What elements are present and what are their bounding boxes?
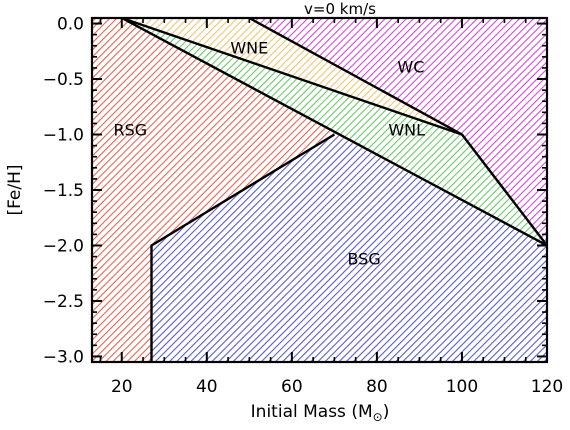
boundary-line bbox=[150, 133, 336, 362]
y-axis: 0.0 −0.5 −1.0 −1.5 −2.0 −2.5 −3.0 bbox=[43, 15, 547, 367]
sun-symbol: ⊙ bbox=[373, 410, 383, 424]
region-wc bbox=[249, 18, 547, 246]
x-tick-label: 100 bbox=[446, 377, 478, 397]
x-axis-title: Initial Mass (M⊙) bbox=[251, 402, 390, 424]
region-label-wc: WC bbox=[397, 57, 424, 76]
boundary-line bbox=[121, 18, 547, 247]
plot-regions bbox=[92, 18, 547, 362]
x-tick-label: 80 bbox=[366, 377, 388, 397]
region-label-bsg: BSG bbox=[347, 249, 380, 268]
x-tick-label: 120 bbox=[531, 377, 563, 397]
region-label-wnl: WNL bbox=[388, 121, 425, 140]
boundary-line bbox=[121, 18, 463, 136]
region-rsg bbox=[92, 18, 547, 362]
y-tick-label: −0.5 bbox=[43, 70, 84, 90]
y-tick-label: −1.5 bbox=[43, 181, 84, 201]
x-tick-label: 20 bbox=[111, 377, 133, 397]
chart-title: v=0 km/s bbox=[304, 0, 376, 18]
region-labels: RSG WNE WC WNL BSG bbox=[113, 39, 425, 269]
x-axis: 20 40 60 80 100 120 bbox=[99, 18, 563, 397]
y-tick-label: −1.0 bbox=[43, 126, 84, 146]
region-bsg bbox=[151, 134, 547, 362]
x-tick-label: 60 bbox=[281, 377, 303, 397]
boundary-line bbox=[248, 18, 547, 247]
region-label-rsg: RSG bbox=[113, 121, 147, 140]
region-boundaries bbox=[121, 18, 547, 362]
y-axis-title: [Fe/H] bbox=[5, 164, 25, 215]
x-tick-label: 40 bbox=[196, 377, 218, 397]
y-tick-label: −3.0 bbox=[43, 347, 84, 367]
region-label-wne: WNE bbox=[230, 39, 268, 58]
y-tick-label: 0.0 bbox=[57, 15, 84, 35]
y-tick-label: −2.0 bbox=[43, 236, 84, 256]
y-tick-label: −2.5 bbox=[43, 292, 84, 312]
